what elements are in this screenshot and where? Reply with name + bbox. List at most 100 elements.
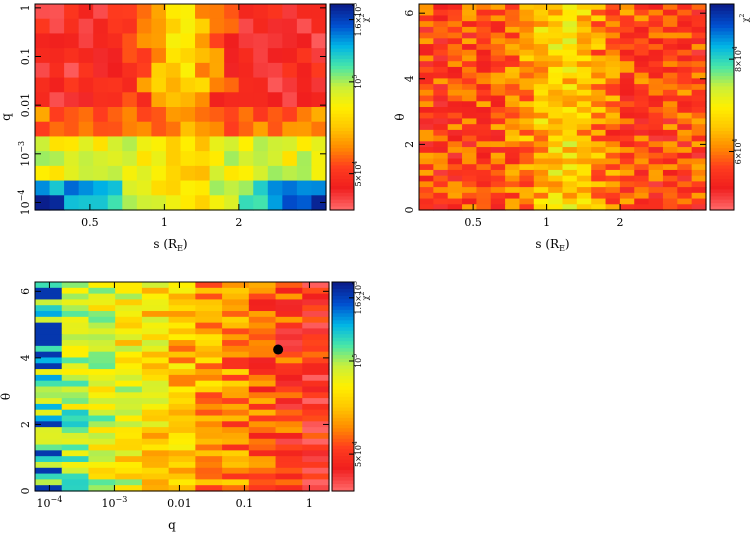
heatmap-cell <box>591 141 607 148</box>
heatmap-cell <box>447 61 463 68</box>
colorbar-swatch <box>332 473 354 478</box>
heatmap-cell <box>519 95 535 102</box>
heatmap-cell <box>195 380 223 388</box>
colorbar-tick-label: 8×104 <box>732 46 743 72</box>
heatmap-cell <box>49 136 65 152</box>
heatmap-cell <box>275 340 303 347</box>
heatmap-cell <box>691 164 707 171</box>
heatmap-cell <box>677 78 693 85</box>
heatmap-cell <box>476 55 492 62</box>
heatmap-cell <box>447 124 463 131</box>
heatmap-cell <box>634 204 650 211</box>
colorbar-swatch <box>332 285 354 290</box>
heatmap-cell <box>248 287 277 295</box>
heatmap-cell <box>61 450 90 457</box>
heatmap-cell <box>433 152 449 160</box>
heatmap-cell <box>209 136 225 152</box>
heatmap-cell <box>64 151 80 167</box>
heatmap-cell <box>562 15 578 22</box>
heatmap-cell <box>78 136 94 152</box>
heatmap-cell <box>141 299 170 306</box>
heatmap-cell <box>88 398 116 405</box>
colorbar-swatch <box>710 172 734 177</box>
heatmap-cell <box>275 386 303 393</box>
colorbar-swatch <box>710 199 734 204</box>
heatmap-cell <box>533 32 549 39</box>
heatmap-cell <box>677 49 693 57</box>
colorbar-swatch <box>332 449 354 454</box>
heatmap-cell <box>93 165 109 182</box>
heatmap-cell <box>248 479 277 486</box>
heatmap-cell <box>605 192 621 200</box>
heatmap-cell <box>619 107 635 114</box>
heatmap-cell <box>476 32 492 39</box>
heatmap-cell <box>548 198 564 205</box>
colorbar-swatch <box>332 407 354 412</box>
heatmap-cell <box>35 351 63 359</box>
heatmap-cell <box>141 380 170 388</box>
heatmap-cell <box>691 129 707 137</box>
heatmap-cell <box>107 180 123 196</box>
y-tick-label: 0 <box>403 207 416 214</box>
heatmap-cell <box>533 129 549 137</box>
heatmap-cell <box>88 357 116 364</box>
heatmap-cell <box>35 421 63 428</box>
colorbar-swatch <box>330 110 354 115</box>
heatmap-cell <box>222 450 250 457</box>
colorbar-swatch <box>330 55 354 60</box>
heatmap-cell <box>591 112 607 120</box>
heatmap-cell <box>576 4 592 11</box>
heatmap-cell <box>88 386 116 393</box>
heatmap-cell <box>222 415 250 422</box>
heatmap-cell <box>238 4 254 20</box>
colorbar-swatch <box>330 38 354 43</box>
colorbar-swatch <box>332 417 354 422</box>
heatmap-cell <box>548 164 564 171</box>
heatmap-cell <box>180 195 196 211</box>
heatmap-cell <box>61 316 90 324</box>
heatmap-cell <box>49 165 65 182</box>
heatmap-cell <box>476 147 492 154</box>
heatmap-cell <box>619 4 635 11</box>
heatmap-cell <box>107 48 123 64</box>
heatmap-cell <box>476 107 492 114</box>
colorbar-swatch <box>710 141 734 146</box>
heatmap-cell <box>677 89 693 97</box>
heatmap-cell <box>275 282 303 289</box>
heatmap-cell <box>61 311 90 318</box>
heatmap-cell <box>662 135 678 142</box>
heatmap-cell <box>562 152 578 160</box>
heatmap-cell <box>168 369 196 376</box>
heatmap-cell <box>248 398 277 405</box>
colorbar-swatch <box>710 161 734 166</box>
heatmap-cell <box>662 164 678 171</box>
heatmap-cell <box>576 198 592 205</box>
heatmap-cell <box>591 95 607 102</box>
heatmap-cell <box>462 21 477 28</box>
heatmap-cell <box>61 403 90 411</box>
heatmap-cell <box>490 187 506 194</box>
heatmap-cell <box>619 89 635 97</box>
heatmap-cell <box>533 169 549 177</box>
heatmap-cell <box>548 129 564 137</box>
heatmap-cell <box>634 152 650 160</box>
heatmap-cell <box>136 180 152 196</box>
heatmap-cell <box>662 129 678 137</box>
heatmap-cell <box>238 107 254 123</box>
heatmap-cell <box>168 398 196 405</box>
heatmap-cell <box>222 421 250 428</box>
heatmap-cell <box>576 44 592 51</box>
heatmap-cell <box>168 409 196 417</box>
heatmap-cell <box>662 44 678 51</box>
heatmap-cell <box>195 48 211 64</box>
heatmap-cell <box>476 181 492 188</box>
heatmap-cell <box>222 363 250 370</box>
heatmap-cell <box>35 136 51 152</box>
heatmap-cell <box>141 485 170 492</box>
x-tick-label: 0.5 <box>464 216 482 229</box>
heatmap-cell <box>275 328 303 335</box>
heatmap-cell <box>168 305 196 312</box>
heatmap-cell <box>591 55 607 62</box>
heatmap-cell <box>619 44 635 51</box>
heatmap-cell <box>677 38 693 45</box>
